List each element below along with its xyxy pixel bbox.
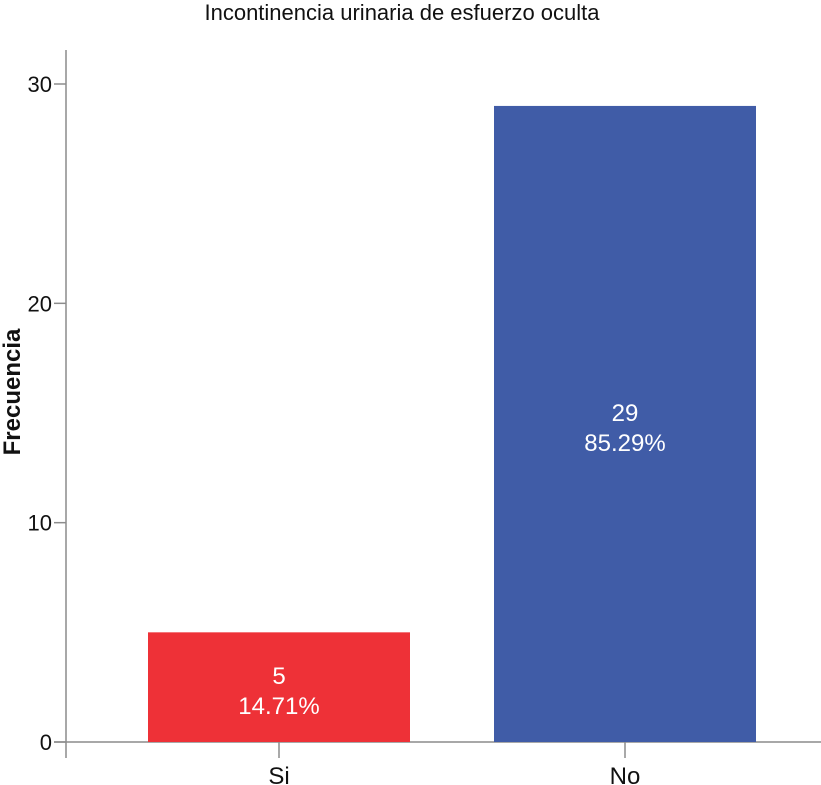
bar-value-label: 5 <box>272 663 285 690</box>
bar-percent-label: 85.29% <box>584 430 665 457</box>
bar-percent-label: 14.71% <box>238 693 319 720</box>
bar-value-label: 29 <box>612 400 639 427</box>
bar-no <box>494 105 756 742</box>
y-tick-label: 0 <box>40 730 52 755</box>
bars-group: 5 14.71% 29 85.29% <box>148 105 756 742</box>
y-tick-label: 30 <box>28 72 52 97</box>
x-tick-label: No <box>610 763 641 785</box>
y-axis-ticks: 0 10 20 30 <box>28 72 66 755</box>
x-axis-ticks: Si No <box>268 742 640 785</box>
y-tick-label: 10 <box>28 511 52 536</box>
bar-si <box>148 632 410 742</box>
y-axis-label: Frecuencia <box>0 328 26 455</box>
y-tick-label: 20 <box>28 291 52 316</box>
x-tick-label: Si <box>268 763 289 785</box>
chart-title: Incontinencia urinaria de esfuerzo ocult… <box>204 0 600 25</box>
